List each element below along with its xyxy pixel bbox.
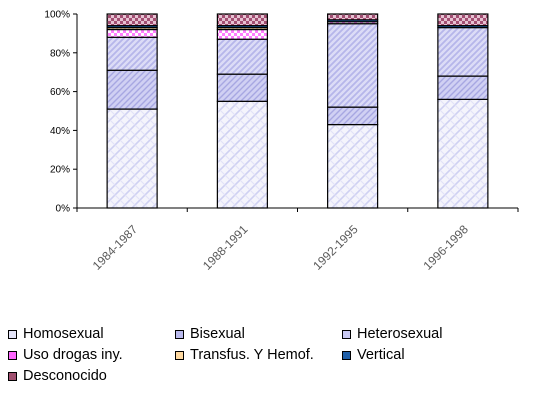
- bar-segment-homosexual: [216, 100, 268, 209]
- legend-swatch: [342, 329, 351, 339]
- stacked-bar-chart: 0% 20% 40% 60% 80% 100% 1984-1987 1988-1991 1992…: [44, 10, 519, 273]
- legend-label: Transfus. Y Hemof.: [190, 347, 314, 363]
- bar-segment-homosexual: [327, 123, 379, 209]
- legend-swatch: [342, 350, 351, 360]
- bar-segment-homosexual: [106, 108, 158, 209]
- legend-swatch: [175, 350, 184, 360]
- x-tick-label: 1992-1995: [310, 222, 361, 273]
- bar-segment-desconocido: [106, 13, 158, 27]
- bar-segment-desconocido: [327, 13, 379, 21]
- legend-item: Uso drogas iny.: [8, 347, 123, 363]
- bar-segment-bisexual: [327, 106, 379, 126]
- y-tick-label: 40%: [50, 126, 70, 137]
- legend-item: Homosexual: [8, 326, 104, 342]
- bar-segment-bisexual: [437, 75, 489, 100]
- legend-label: Desconocido: [23, 368, 107, 384]
- legend-swatch: [8, 371, 17, 381]
- x-tick-label: 1984-1987: [90, 222, 141, 273]
- bar-segment-heterosexual: [437, 26, 489, 77]
- legend-swatch: [175, 329, 184, 339]
- bar-segment-desconocido: [216, 13, 268, 27]
- y-tick-label: 0%: [56, 204, 71, 215]
- y-tick-label: 60%: [50, 87, 70, 98]
- y-tick-label: 80%: [50, 48, 70, 59]
- bars: [106, 13, 489, 209]
- legend-label: Heterosexual: [357, 326, 443, 342]
- legend-swatch: [8, 329, 17, 339]
- bar-segment-heterosexual: [106, 36, 158, 71]
- legend-label: Uso drogas iny.: [23, 347, 123, 363]
- bar-segment-bisexual: [216, 73, 268, 102]
- legend-item: Transfus. Y Hemof.: [175, 347, 314, 363]
- bar-segment-bisexual: [106, 69, 158, 110]
- bar-segment-uso-drogas-iny: [106, 28, 158, 38]
- legend-label: Homosexual: [23, 326, 104, 342]
- y-tick-label: 20%: [50, 165, 70, 176]
- legend-item: Heterosexual: [342, 326, 442, 342]
- bar-segment-homosexual: [437, 98, 489, 209]
- bar-segment-heterosexual: [216, 38, 268, 75]
- y-tick-label: 100%: [44, 10, 70, 21]
- bar-segment-uso-drogas-iny: [216, 28, 268, 40]
- legend-label: Bisexual: [190, 326, 245, 342]
- legend-swatch: [8, 350, 17, 360]
- bar-segment-heterosexual: [327, 23, 379, 108]
- legend-item: Bisexual: [175, 326, 245, 342]
- legend-label: Vertical: [357, 347, 405, 363]
- x-tick-label: 1988-1991: [200, 222, 251, 273]
- legend-item: Desconocido: [8, 368, 107, 384]
- legend-item: Vertical: [342, 347, 405, 363]
- x-tick-label: 1996-1998: [421, 222, 472, 273]
- bar-segment-desconocido: [437, 13, 489, 27]
